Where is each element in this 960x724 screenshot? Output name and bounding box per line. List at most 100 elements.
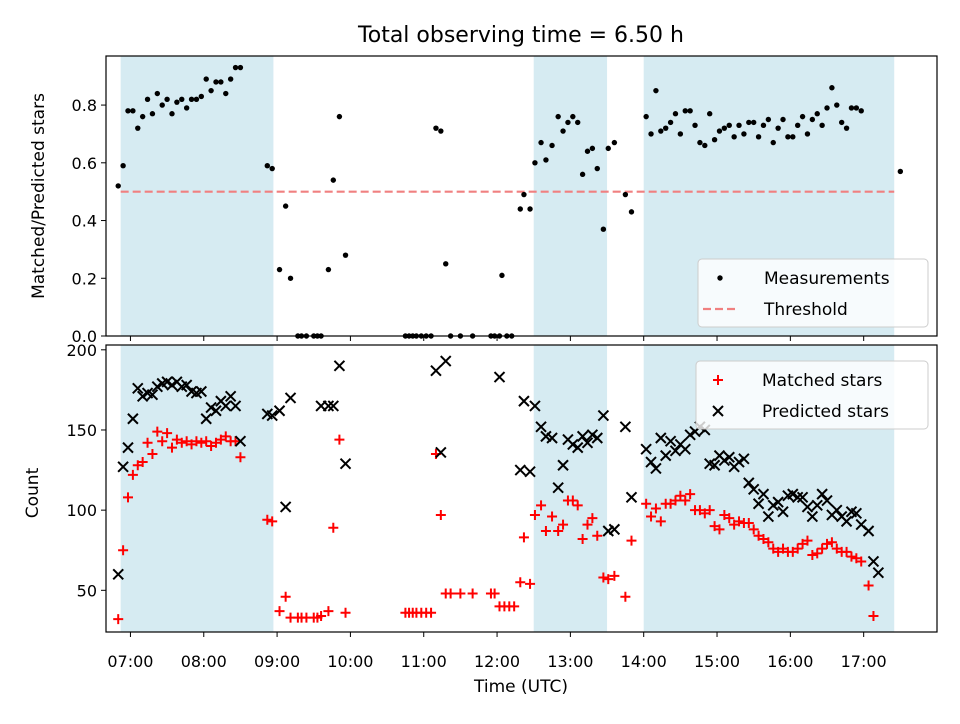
x-tick-label-2: 09:00 (254, 652, 300, 671)
point-bottom-s0-16 (191, 436, 202, 447)
point-top-s0-66 (549, 142, 555, 149)
point-bottom-s0-122 (841, 546, 852, 557)
point-bottom-s0-49 (435, 509, 446, 520)
shaded-interval-top-1 (533, 56, 608, 336)
point-bottom-s0-100 (734, 516, 745, 527)
point-top-s0-120 (834, 102, 840, 108)
point-bottom-s0-74 (587, 513, 598, 524)
point-bottom-s0-0 (113, 614, 124, 625)
point-top-s0-112 (794, 122, 801, 128)
point-bottom-s1-96 (811, 499, 823, 512)
point-bottom-s1-92 (791, 491, 804, 504)
point-bottom-s0-5 (137, 457, 148, 468)
point-bottom-s0-9 (157, 436, 168, 447)
x-tick-label-6: 13:00 (547, 652, 593, 671)
point-bottom-s1-66 (664, 435, 677, 447)
point-bottom-s0-37 (323, 606, 334, 617)
point-top-s0-88 (677, 131, 684, 137)
point-top-s0-87 (672, 111, 679, 117)
y-tick-label-top-2: 0.4 (72, 212, 97, 231)
point-top-s0-63 (532, 160, 538, 166)
legend-top-label-1: Threshold (763, 300, 848, 320)
point-bottom-s0-67 (553, 525, 564, 536)
point-top-s0-15 (188, 96, 195, 102)
point-top-s0-12 (174, 99, 180, 105)
x-tick-label-1: 08:00 (181, 652, 227, 671)
point-top-s0-79 (622, 191, 629, 198)
point-top-s0-73 (584, 148, 591, 154)
point-bottom-s0-3 (127, 469, 138, 480)
y-tick-label-top-3: 0.6 (72, 154, 97, 173)
point-top-s0-93 (702, 142, 708, 149)
point-bottom-s1-34 (333, 360, 346, 372)
point-bottom-s0-123 (846, 551, 857, 562)
point-bottom-s0-68 (558, 519, 569, 530)
point-bottom-s1-88 (772, 496, 784, 508)
point-top-s0-61 (521, 191, 527, 198)
x-axis-label: Time (UTC) (473, 677, 568, 697)
point-bottom-s0-89 (680, 495, 691, 506)
point-top-s0-21 (218, 79, 224, 85)
point-bottom-s1-19 (205, 401, 217, 414)
point-bottom-s1-18 (200, 413, 212, 425)
chart-title: Total observing time = 6.50 h (357, 23, 684, 48)
point-bottom-s1-93 (796, 491, 809, 504)
x-tick-label-7: 14:00 (621, 652, 667, 671)
point-top-s0-49 (438, 128, 444, 134)
point-top-s0-113 (799, 113, 806, 120)
point-top-s0-18 (203, 76, 209, 82)
legend-top-box (697, 258, 929, 328)
point-top-s0-106 (765, 116, 772, 123)
point-top-s0-91 (692, 122, 698, 128)
point-bottom-s0-73 (582, 519, 593, 530)
point-bottom-s0-79 (620, 591, 631, 602)
point-top-s0-102 (746, 119, 752, 126)
point-bottom-s1-104 (850, 507, 863, 520)
point-bottom-s0-36 (316, 610, 327, 621)
point-top-s0-121 (838, 119, 845, 126)
point-bottom-s0-106 (763, 537, 774, 548)
point-top-s0-107 (770, 139, 776, 146)
point-bottom-s0-116 (812, 548, 823, 559)
point-bottom-s1-53 (581, 437, 594, 449)
point-bottom-s1-62 (645, 456, 657, 468)
point-top-s0-90 (687, 108, 693, 114)
point-top-s0-97 (721, 125, 728, 131)
point-bottom-s0-84 (655, 516, 666, 527)
point-top-s0-69 (565, 119, 571, 126)
point-top-s0-111 (790, 134, 796, 140)
y-axis-label-bottom: Count (23, 467, 43, 518)
point-top-s0-4 (135, 125, 141, 131)
point-top-s0-72 (579, 171, 586, 178)
legend-top-label-0: Measurements (764, 269, 890, 289)
point-bottom-s0-90 (685, 489, 696, 500)
point-top-s0-7 (149, 111, 156, 117)
point-top-s0-81 (643, 113, 649, 120)
point-top-s0-6 (144, 96, 151, 102)
point-top-s0-62 (527, 206, 533, 212)
point-bottom-s0-70 (567, 495, 578, 506)
legend-bottom-box (695, 360, 929, 430)
point-bottom-s0-62 (525, 578, 536, 589)
point-top-s0-122 (843, 125, 850, 131)
point-bottom-s1-40 (514, 464, 526, 476)
legend-bottom-swatch-0 (713, 375, 723, 385)
point-bottom-s1-44 (535, 421, 547, 433)
x-tick-label-3: 10:00 (327, 652, 373, 671)
point-top-s0-14 (183, 105, 190, 111)
point-bottom-s1-3 (127, 413, 139, 425)
point-bottom-s1-4 (132, 382, 144, 394)
point-bottom-s1-50 (567, 438, 579, 451)
point-bottom-s1-81 (738, 453, 750, 465)
point-bottom-s0-26 (262, 514, 273, 525)
point-bottom-s1-59 (619, 421, 632, 433)
y-tick-label-bottom-2: 150 (66, 421, 97, 440)
point-top-s0-109 (780, 116, 786, 123)
point-bottom-s0-11 (166, 442, 177, 453)
point-bottom-s1-22 (220, 400, 232, 412)
point-top-s0-8 (154, 90, 161, 97)
point-top-s0-114 (804, 131, 811, 137)
point-top-s0-16 (193, 96, 200, 102)
point-top-s0-29 (282, 203, 289, 209)
